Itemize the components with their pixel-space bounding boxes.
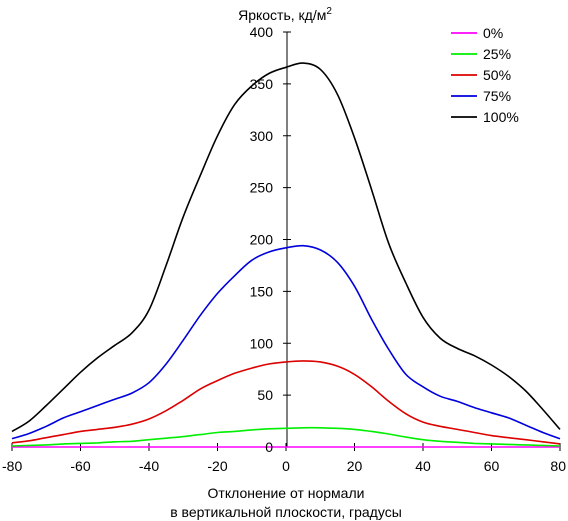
y-tick-label: 200 <box>250 232 274 248</box>
legend-label: 25% <box>483 46 511 62</box>
series-line-50pct <box>11 360 561 445</box>
x-tick-label: 20 <box>347 458 363 474</box>
y-tick-label: 150 <box>250 283 274 299</box>
chart-title: Яркость, кд/м2 <box>238 6 332 23</box>
x-tick-label: 80 <box>550 458 566 474</box>
y-tick-label: 350 <box>250 76 274 92</box>
series-line-75pct <box>11 244 561 440</box>
x-tick-label: -60 <box>70 458 90 474</box>
series-layer <box>11 62 561 448</box>
y-tick-label: 250 <box>250 180 274 196</box>
x-axis-label-line-1: Отклонение от нормали <box>208 485 365 501</box>
y-tick-label: 100 <box>250 335 274 351</box>
y-tick-label: 400 <box>250 24 274 40</box>
axes <box>11 31 561 451</box>
y-tick-label: 0 <box>265 439 273 455</box>
tick-labels: -80 -60 -40 -20 0 20 40 60 80 0 50 100 150 200 250 300 3… <box>2 24 566 474</box>
x-tick-label: 60 <box>484 458 500 474</box>
x-tick-label: -40 <box>139 458 159 474</box>
x-tick-label: 0 <box>282 458 290 474</box>
series-line-100pct <box>11 62 561 433</box>
series-line-25pct <box>11 426 561 447</box>
x-tick-label: -20 <box>207 458 227 474</box>
y-tick-label: 50 <box>257 387 273 403</box>
legend-label: 50% <box>483 67 511 83</box>
y-tick-label: 300 <box>250 128 274 144</box>
legend-label: 75% <box>483 88 511 104</box>
legend-label: 100% <box>483 109 519 125</box>
x-tick-label: -80 <box>2 458 22 474</box>
x-tick-label: 40 <box>415 458 431 474</box>
legend: 0% 25% 50% 75% 100% <box>451 25 519 125</box>
legend-label: 0% <box>483 25 503 41</box>
x-axis-label-line-2: в вертикальной плоскости, градусы <box>170 504 402 520</box>
